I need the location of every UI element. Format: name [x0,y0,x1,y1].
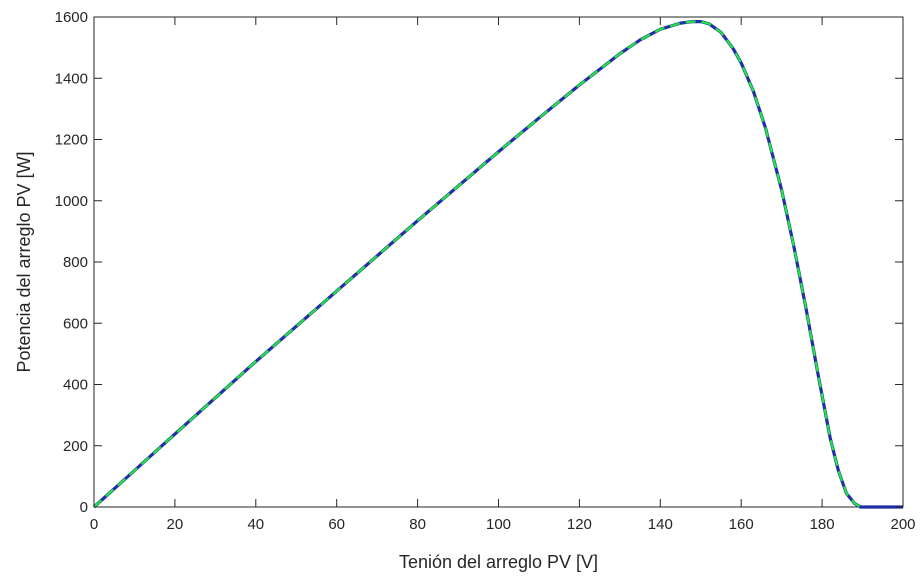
x-tick-label: 140 [648,516,673,533]
y-tick-label: 1200 [55,132,88,149]
y-axis-label: Potencia del arreglo PV [W] [14,151,34,372]
y-tick-label: 1000 [55,193,88,210]
y-tick-label: 800 [63,254,88,271]
y-tick-label: 200 [63,438,88,455]
tick-layer: 0 20 40 60 80 100 120 140 160 180 200 0 200 400 600 800… [55,9,916,533]
x-axis-label: Tenión del arreglo PV [V] [399,552,598,572]
y-tick-label: 400 [63,377,88,394]
series-line-1 [92,19,903,509]
x-tick-label: 0 [90,516,98,533]
x-tick-label: 160 [729,516,754,533]
y-tick-label: 0 [80,499,88,516]
series-layer [92,19,903,509]
x-tick-label: 180 [810,516,835,533]
x-tick-label: 100 [486,516,511,533]
series-line-2 [93,20,863,509]
x-tick-label: 200 [890,516,915,533]
y-tick-label: 600 [63,315,88,332]
x-tick-label: 60 [328,516,345,533]
x-tick-label: 80 [409,516,426,533]
y-tick-label: 1600 [55,9,88,26]
x-tick-label: 120 [567,516,592,533]
x-tick-label: 40 [247,516,264,533]
plot-area: 0 20 40 60 80 100 120 140 160 180 200 0 200 400 600 800… [55,9,916,533]
y-tick-label: 1400 [55,70,88,87]
axes-frame [93,16,904,508]
x-tick-label: 20 [167,516,184,533]
